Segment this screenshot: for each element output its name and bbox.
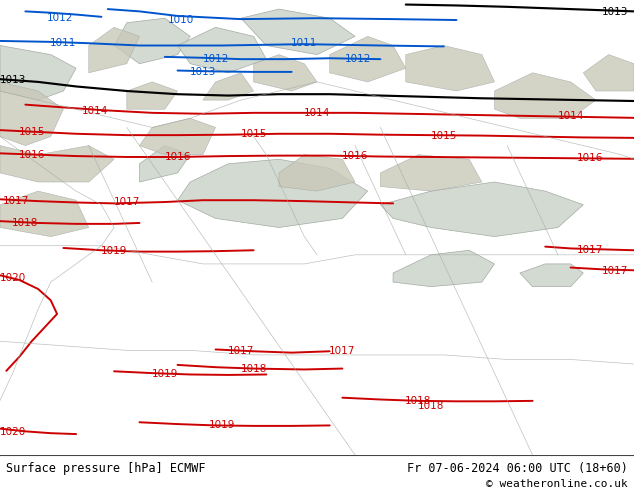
Polygon shape xyxy=(178,27,266,73)
Text: Surface pressure [hPa] ECMWF: Surface pressure [hPa] ECMWF xyxy=(6,462,206,475)
Text: 1018: 1018 xyxy=(240,364,267,373)
Text: 1018: 1018 xyxy=(12,218,39,228)
Text: 1012: 1012 xyxy=(345,54,372,64)
Polygon shape xyxy=(406,46,495,91)
Polygon shape xyxy=(203,73,254,100)
Text: 1016: 1016 xyxy=(164,151,191,162)
Text: 1014: 1014 xyxy=(557,112,584,122)
Text: 1017: 1017 xyxy=(576,245,603,255)
Polygon shape xyxy=(139,146,190,182)
Polygon shape xyxy=(495,73,596,118)
Polygon shape xyxy=(254,54,317,91)
Text: 1013: 1013 xyxy=(190,67,216,77)
Text: 1017: 1017 xyxy=(3,196,29,206)
Text: 1018: 1018 xyxy=(405,396,432,406)
Text: 1012: 1012 xyxy=(202,54,229,64)
Text: 1019: 1019 xyxy=(152,369,178,379)
Polygon shape xyxy=(583,54,634,91)
Polygon shape xyxy=(520,264,583,287)
Polygon shape xyxy=(89,27,139,73)
Text: 1013: 1013 xyxy=(0,74,26,85)
Polygon shape xyxy=(0,146,114,182)
Polygon shape xyxy=(0,46,76,100)
Text: © weatheronline.co.uk: © weatheronline.co.uk xyxy=(486,479,628,489)
Polygon shape xyxy=(330,36,406,82)
Polygon shape xyxy=(0,191,89,237)
Text: 1017: 1017 xyxy=(602,266,628,276)
Text: 1020: 1020 xyxy=(0,272,26,283)
Polygon shape xyxy=(241,9,355,54)
Text: 1013: 1013 xyxy=(602,7,628,17)
Text: 1011: 1011 xyxy=(291,38,318,48)
Text: Fr 07-06-2024 06:00 UTC (18+60): Fr 07-06-2024 06:00 UTC (18+60) xyxy=(407,462,628,475)
Polygon shape xyxy=(114,18,190,64)
Text: 1015: 1015 xyxy=(240,129,267,139)
Text: 1016: 1016 xyxy=(576,153,603,163)
Text: 1015: 1015 xyxy=(18,127,45,137)
Text: 1012: 1012 xyxy=(47,13,74,23)
Text: 1019: 1019 xyxy=(209,420,235,430)
Text: 1011: 1011 xyxy=(50,38,77,48)
Polygon shape xyxy=(393,250,495,287)
Polygon shape xyxy=(380,182,583,237)
Text: 1014: 1014 xyxy=(304,108,330,118)
Text: 1016: 1016 xyxy=(18,150,45,160)
Text: 1018: 1018 xyxy=(418,401,444,411)
Polygon shape xyxy=(0,82,63,146)
Polygon shape xyxy=(139,118,216,155)
Text: 1015: 1015 xyxy=(430,131,457,141)
Polygon shape xyxy=(380,155,482,191)
Text: 1010: 1010 xyxy=(167,16,194,25)
Text: 1016: 1016 xyxy=(342,151,368,161)
Text: 1014: 1014 xyxy=(82,105,108,116)
Polygon shape xyxy=(178,159,368,227)
Text: 1019: 1019 xyxy=(101,246,127,256)
Polygon shape xyxy=(127,82,178,109)
Polygon shape xyxy=(279,155,355,191)
Text: 1017: 1017 xyxy=(228,346,254,356)
Text: 1017: 1017 xyxy=(113,196,140,207)
Text: 1020: 1020 xyxy=(0,427,26,437)
Text: 1017: 1017 xyxy=(329,346,356,356)
